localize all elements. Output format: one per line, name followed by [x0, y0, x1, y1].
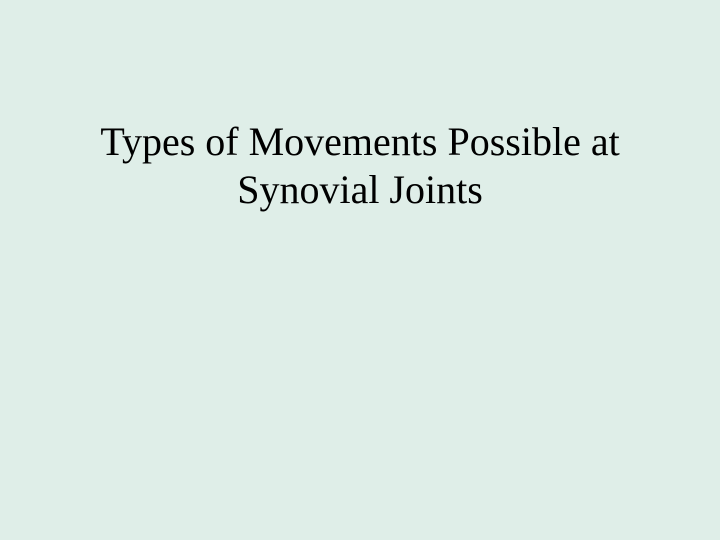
slide-title: Types of Movements Possible at Synovial … — [0, 118, 720, 214]
title-line-1: Types of Movements Possible at — [100, 119, 619, 164]
slide-container: Types of Movements Possible at Synovial … — [0, 0, 720, 540]
title-line-2: Synovial Joints — [237, 167, 483, 212]
